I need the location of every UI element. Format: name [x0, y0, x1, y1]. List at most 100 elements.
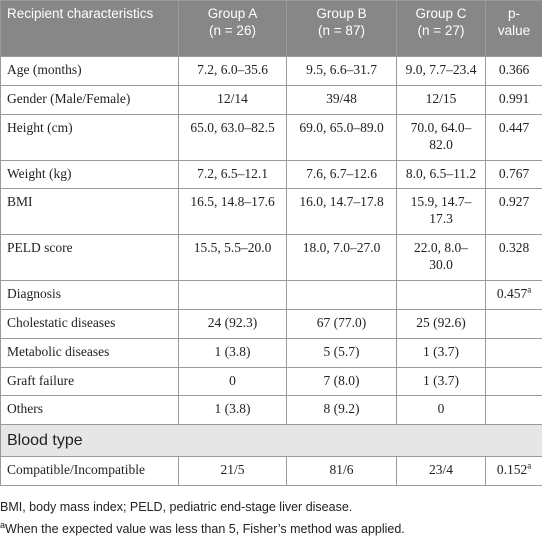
cell-value: 65.0, 63.0–82.5	[190, 120, 274, 135]
cell-value: 0.767	[499, 166, 529, 181]
table-cell: 0.457a	[486, 280, 542, 309]
table-cell: 81/6	[287, 457, 397, 486]
table-row: Diagnosis 0.457a	[1, 280, 542, 309]
table-cell	[486, 396, 542, 425]
table-cell: Diagnosis	[1, 280, 179, 309]
row-label: Age (months)	[7, 62, 82, 77]
header-title: p-value	[497, 6, 531, 40]
table-cell: 15.9, 14.7–17.3	[397, 189, 486, 235]
cell-value: 1 (3.7)	[423, 373, 459, 390]
cell-value: 8.0, 6.5–11.2	[406, 166, 476, 183]
table-row: Blood type	[1, 425, 542, 457]
cell-value: 24 (92.3)	[208, 315, 258, 330]
row-label: Graft failure	[7, 373, 74, 388]
table-cell	[486, 338, 542, 367]
table-cell: 8 (9.2)	[287, 396, 397, 425]
table-cell: Others	[1, 396, 179, 425]
table-cell: 1 (3.7)	[397, 338, 486, 367]
table-cell: 70.0, 64.0–82.0	[397, 114, 486, 160]
row-label: Height (cm)	[7, 120, 73, 135]
table-cell: 21/5	[179, 457, 287, 486]
table-cell: 0.366	[486, 57, 542, 86]
footnote: BMI, body mass index; PELD, pediatric en…	[0, 496, 542, 518]
page: Recipient characteristics Group A (n = 26)…	[0, 0, 542, 481]
table-cell: 25 (92.6)	[397, 309, 486, 338]
cell-value: 8 (9.2)	[324, 401, 360, 418]
header-title: Recipient characteristics	[7, 6, 153, 21]
cell-value: 25 (92.6)	[416, 315, 466, 332]
table-cell	[397, 280, 486, 309]
table-cell: 7.2, 6.0–35.6	[179, 57, 287, 86]
table-cell: 7.6, 6.7–12.6	[287, 160, 397, 189]
footnotes: BMI, body mass index; PELD, pediatric en…	[0, 486, 542, 540]
header-cell: Group A (n = 26)	[179, 1, 287, 57]
table-cell: Graft failure	[1, 367, 179, 396]
row-label: Weight (kg)	[7, 166, 72, 181]
table-cell: 0.328	[486, 235, 542, 281]
cell-value: 15.9, 14.7–17.3	[403, 194, 479, 228]
cell-value: 81/6	[329, 462, 353, 479]
cell-value: 7.2, 6.0–35.6	[197, 62, 268, 77]
cell-value: 0	[438, 401, 445, 418]
table-cell: 65.0, 63.0–82.5	[179, 114, 287, 160]
cell-value: 12/14	[217, 91, 248, 106]
header-cell: p-value	[486, 1, 542, 57]
table-cell: PELD score	[1, 235, 179, 281]
header-cell: Recipient characteristics	[1, 1, 179, 57]
cell-value: 1 (3.8)	[215, 401, 251, 416]
table-cell: 0	[397, 396, 486, 425]
header-row: Recipient characteristics Group A (n = 26)…	[1, 1, 542, 57]
cell-value: 0	[229, 373, 236, 388]
table-cell: 0.447	[486, 114, 542, 160]
cell-value: 16.5, 14.8–17.6	[190, 194, 274, 209]
cell-value: 5 (5.7)	[324, 344, 360, 361]
table-row: Height (cm) 65.0, 63.0–82.5 69.0, 65.0–89.…	[1, 114, 542, 160]
header-subtitle: (n = 87)	[318, 23, 365, 38]
header-subtitle: (n = 26)	[209, 23, 256, 38]
header-cell: Group C(n = 27)	[397, 1, 486, 57]
header-title: Group B	[316, 6, 366, 21]
table-cell: 12/14	[179, 85, 287, 114]
cell-value: 0.366	[499, 62, 529, 77]
cell-value: 12/15	[426, 91, 457, 108]
table-cell: 0.152a	[486, 457, 542, 486]
row-label: BMI	[7, 194, 33, 209]
table-cell: Weight (kg)	[1, 160, 179, 189]
cell-value: 69.0, 65.0–89.0	[299, 120, 383, 137]
header-title: Group A	[208, 6, 258, 21]
cell-note: a	[527, 284, 531, 294]
table-cell: BMI	[1, 189, 179, 235]
table-cell: Gender (Male/Female)	[1, 85, 179, 114]
row-label: Metabolic diseases	[7, 344, 109, 359]
section-cell: Blood type	[1, 425, 542, 457]
cell-value: 1 (3.7)	[423, 344, 459, 361]
table-cell: 1 (3.8)	[179, 338, 287, 367]
cell-value: 23/4	[429, 462, 453, 479]
table-cell: 18.0, 7.0–27.0	[287, 235, 397, 281]
table-cell: 9.5, 6.6–31.7	[287, 57, 397, 86]
data-table: Recipient characteristics Group A (n = 26)…	[0, 0, 542, 486]
cell-value: 1 (3.8)	[215, 344, 251, 359]
row-label: Others	[7, 401, 43, 416]
table-cell: 0.767	[486, 160, 542, 189]
row-label: Gender (Male/Female)	[7, 91, 130, 106]
table-cell: Metabolic diseases	[1, 338, 179, 367]
table-cell: 67 (77.0)	[287, 309, 397, 338]
table-cell: 0.927	[486, 189, 542, 235]
table-cell: 7 (8.0)	[287, 367, 397, 396]
table-row: Others 1 (3.8) 8 (9.2) 0	[1, 396, 542, 425]
table-cell: 12/15	[397, 85, 486, 114]
table-cell: 15.5, 5.5–20.0	[179, 235, 287, 281]
header-cell: Group B (n = 87)	[287, 1, 397, 57]
table-cell: 23/4	[397, 457, 486, 486]
cell-value: 0.457	[497, 286, 527, 301]
footnote-text: BMI, body mass index; PELD, pediatric en…	[0, 500, 352, 514]
table-cell: 16.5, 14.8–17.6	[179, 189, 287, 235]
table-cell: 5 (5.7)	[287, 338, 397, 367]
cell-value: 0.447	[499, 120, 529, 135]
table-cell	[486, 309, 542, 338]
